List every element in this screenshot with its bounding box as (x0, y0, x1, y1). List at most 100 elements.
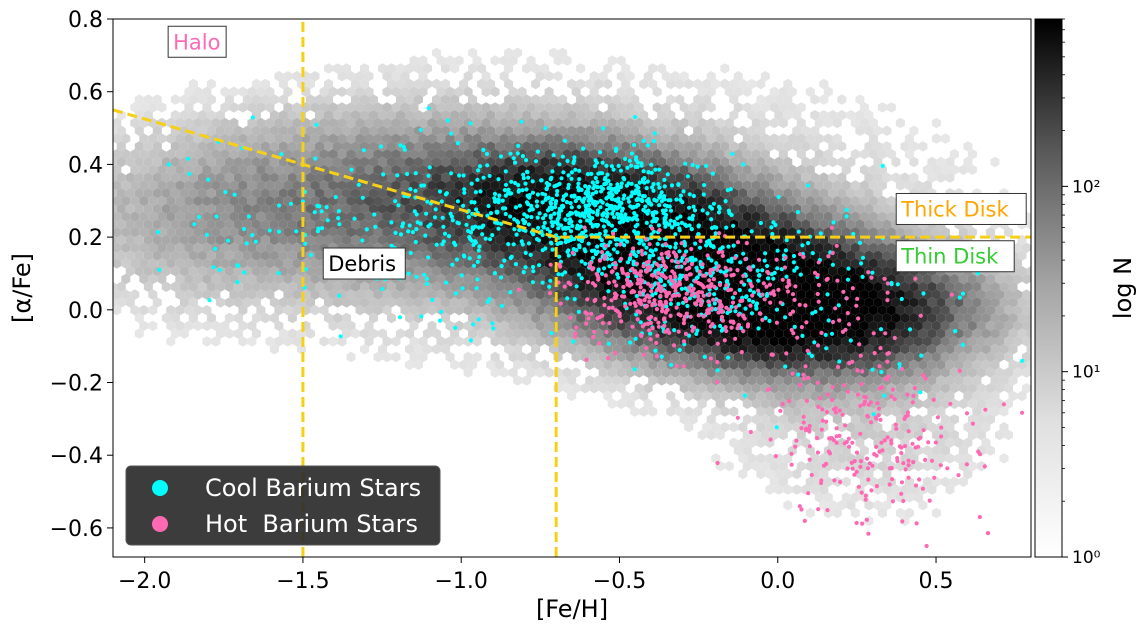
hexbin-cell (882, 390, 892, 402)
hexbin-cell (841, 492, 851, 503)
hexbin-cell (931, 164, 941, 175)
hexbin-cell (805, 195, 815, 207)
scatter-point (550, 197, 555, 202)
hexbin-cell (432, 141, 441, 152)
hexbin-cell (468, 47, 478, 58)
hexbin-cell (206, 250, 216, 261)
scatter-point (314, 122, 319, 127)
scatter-point (324, 205, 329, 210)
hexbin-cell (121, 211, 131, 222)
hexbin-cell (436, 133, 446, 144)
hexbin-cell (522, 94, 532, 105)
hexbin-cell (859, 102, 869, 113)
hexbin-cell (733, 164, 743, 175)
scatter-point (566, 185, 571, 191)
hexbin-cell (130, 258, 140, 269)
hexbin-cell (224, 94, 234, 105)
hexbin-cell (868, 133, 878, 144)
hexbin-cell (125, 188, 135, 199)
hexbin-cell (1022, 351, 1031, 363)
hexbin-cell (949, 320, 959, 331)
scatter-point (649, 232, 654, 237)
scatter-point (615, 199, 620, 204)
hexbin-cell (995, 398, 1004, 409)
hexbin-cell (670, 351, 680, 363)
scatter-point (424, 211, 429, 216)
scatter-point (633, 157, 639, 162)
hexbin-cell (747, 344, 757, 355)
hexbin-cell (792, 484, 802, 495)
hexbin-cell (436, 258, 446, 269)
scatter-point (711, 201, 717, 206)
hexbin-cell (900, 328, 910, 339)
hexbin-cell (405, 125, 414, 136)
scatter-point (577, 204, 582, 209)
hexbin-cell (342, 312, 351, 324)
hexbin-cell (724, 367, 734, 378)
hexbin-cell (765, 375, 775, 386)
hexbin-cell (837, 390, 847, 402)
scatter-point (557, 162, 562, 167)
hexbin-cell (1004, 367, 1013, 378)
hexbin-cell (188, 250, 198, 261)
hexbin-cell (661, 367, 671, 378)
hexbin-cell (837, 141, 847, 152)
hexbin-cell (175, 227, 185, 238)
hexbin-cell (585, 359, 595, 370)
scatter-point (590, 216, 595, 221)
hexbin-cell (351, 78, 360, 90)
hexbin-cell (184, 305, 194, 316)
hexbin-cell (197, 141, 207, 152)
hexbin-cell (702, 141, 712, 152)
hexbin-cell (113, 242, 122, 253)
hexbin-cell (598, 367, 608, 378)
hexbin-cell (113, 258, 122, 269)
hexbin-cell (967, 164, 977, 175)
scatter-point (459, 273, 464, 278)
hexbin-cell (315, 281, 324, 292)
hexbin-cell (373, 195, 383, 207)
scatter-point (461, 203, 466, 208)
hexbin-cell (553, 117, 563, 129)
hexbin-cell (463, 86, 473, 97)
hexbin-cell (481, 86, 491, 97)
hexbin-cell (432, 110, 441, 121)
hexbin-cell (499, 336, 509, 347)
hexbin-cell (1022, 336, 1031, 347)
hexbin-cell (796, 227, 806, 238)
hexbin-cell (427, 242, 437, 253)
hexbin-cell (305, 234, 315, 246)
scatter-point (641, 242, 646, 247)
scatter-point (696, 223, 702, 228)
hexbin-cell (850, 351, 860, 363)
hexbin-cell (751, 414, 761, 425)
hexbin-cell (481, 320, 491, 331)
hexbin-cell (616, 367, 626, 378)
hexbin-cell (305, 281, 315, 292)
hexbin-cell (666, 110, 676, 121)
hexbin-cell (855, 94, 865, 105)
hexbin-cell (684, 390, 694, 402)
scatter-point (462, 187, 467, 192)
hexbin-cell (427, 227, 437, 238)
hexbin-cell (459, 156, 469, 168)
hexbin-cell (251, 281, 261, 292)
scatter-point (471, 263, 477, 268)
hexbin-cell (774, 359, 784, 370)
scatter-point (775, 266, 780, 271)
hexbin-cell (684, 359, 694, 370)
hexbin-cell (134, 110, 144, 121)
hexbin-cell (720, 406, 730, 417)
hexbin-cell (706, 414, 716, 425)
hexbin-cell (143, 188, 153, 199)
hexbin-cell (918, 344, 928, 355)
scatter-point (545, 208, 551, 213)
hexbin-cell (945, 297, 955, 308)
hexbin-cell (823, 351, 833, 363)
hexbin-cell (936, 406, 946, 417)
hexbin-cell (188, 281, 198, 292)
scatter-point (709, 206, 715, 211)
hexbin-cell (828, 375, 838, 386)
hexbin-cell (495, 156, 505, 168)
hexbin-cell (720, 141, 730, 152)
